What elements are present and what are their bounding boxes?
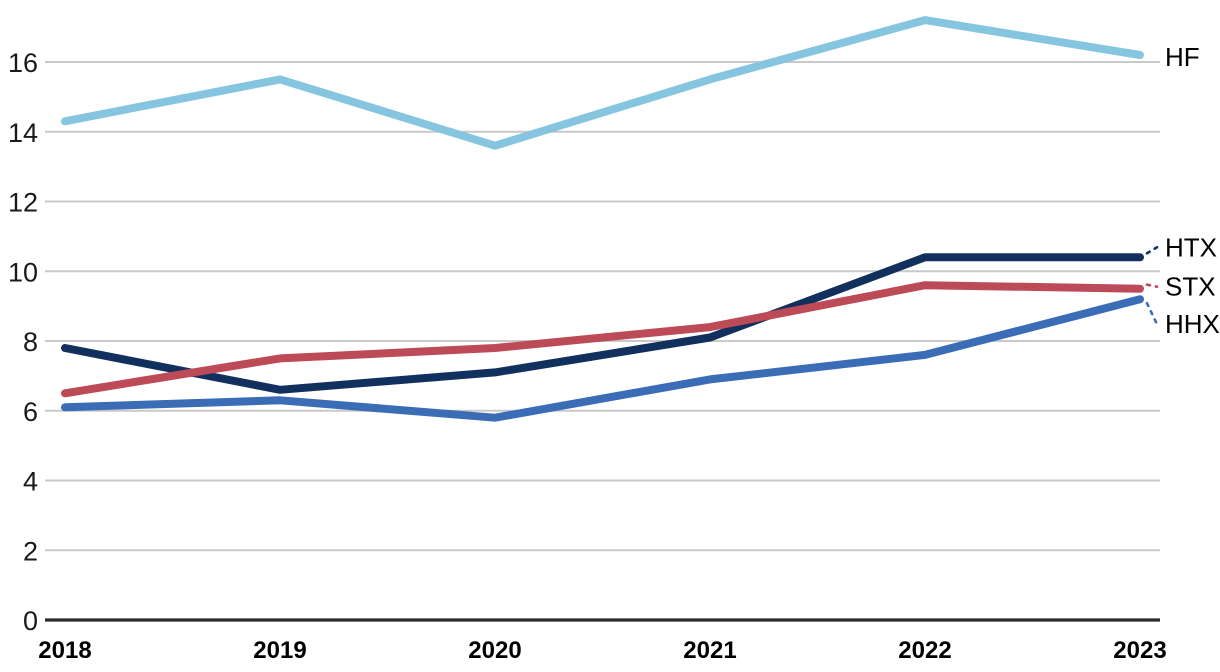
series-line-hhx xyxy=(61,295,1144,422)
y-tick-label: 12 xyxy=(8,188,38,218)
y-tick-label: 14 xyxy=(8,118,38,148)
x-tick-label: 2018 xyxy=(38,637,91,664)
x-tick-label: 2020 xyxy=(468,637,521,664)
y-tick-label: 8 xyxy=(23,327,38,357)
y-tick-label: 2 xyxy=(23,536,38,566)
series-label-hhx: HHX xyxy=(1165,309,1220,339)
series-line-hf xyxy=(61,16,1144,150)
series-label-htx: HTX xyxy=(1165,232,1217,262)
leader-line-stx xyxy=(1145,283,1159,288)
series-line-stx xyxy=(61,281,1144,398)
y-tick-label: 0 xyxy=(23,606,38,636)
series-line-htx xyxy=(61,253,1144,394)
y-tick-label: 6 xyxy=(23,397,38,427)
x-tick-label: 2021 xyxy=(683,637,736,664)
y-tick-label: 10 xyxy=(8,257,38,287)
y-tick-label: 16 xyxy=(8,48,38,78)
y-tick-label: 4 xyxy=(23,467,38,497)
leader-line-hhx xyxy=(1145,301,1159,326)
x-tick-label: 2023 xyxy=(1113,637,1166,664)
x-tick-label: 2022 xyxy=(898,637,951,664)
x-tick-label: 2019 xyxy=(253,637,306,664)
series-label-stx: STX xyxy=(1165,272,1216,302)
leader-line-htx xyxy=(1145,246,1159,255)
series-label-hf: HF xyxy=(1165,42,1200,72)
